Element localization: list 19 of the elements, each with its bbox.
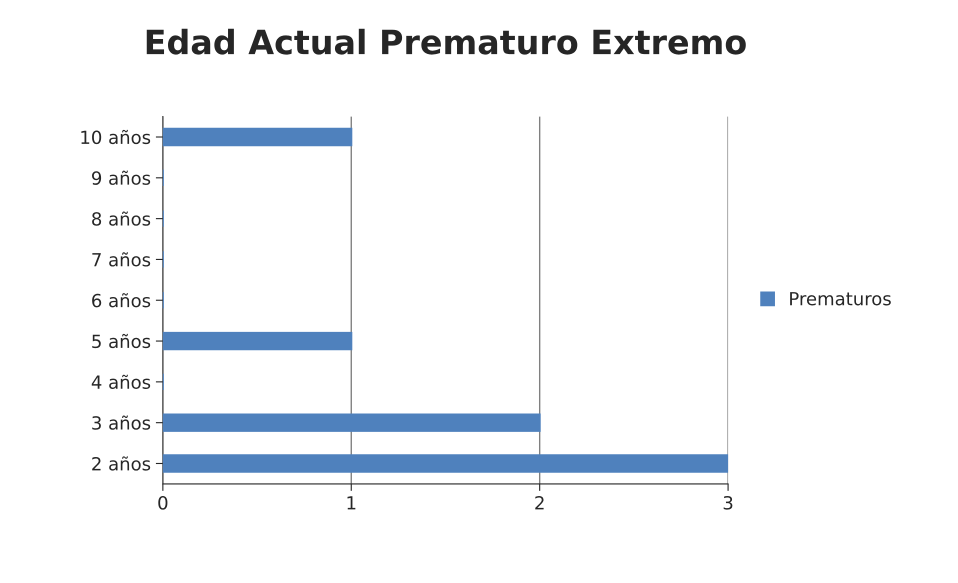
bar [162,454,728,473]
legend-label: Prematuros [790,292,891,306]
y-tick-label: 9 años [92,170,150,185]
x-tick-label: 2 [535,496,544,510]
y-tick-label: 2 años [92,456,150,471]
x-tick-label: 3 [724,496,732,510]
y-tick-label: 10 años [81,130,150,144]
y-tick-label: 4 años [92,374,150,389]
bar [162,332,352,350]
chart-title: Edad Actual Prematuro Extremo [146,28,746,55]
y-tick-label: 6 años [92,293,150,308]
y-tick-label: 3 años [92,416,150,430]
bar [162,128,352,146]
bar [162,413,541,432]
y-tick-label: 7 años [92,252,150,267]
x-tick-label: 0 [158,496,168,510]
y-tick-label: 5 años [92,334,150,348]
x-tick-label: 1 [348,496,356,510]
y-tick-label: 8 años [92,211,150,226]
